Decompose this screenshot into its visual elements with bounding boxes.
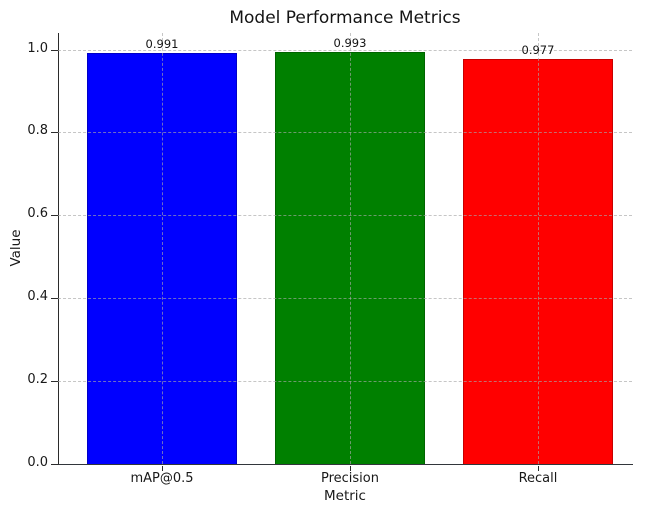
y-gridline	[58, 298, 632, 300]
bar-value-label: 0.977	[521, 43, 555, 58]
y-tick-label: 0.0	[27, 455, 48, 470]
x-tick-mark	[162, 466, 163, 471]
y-tick-mark	[51, 298, 58, 300]
y-tick-label: 1.0	[27, 40, 48, 56]
y-tick-label: 0.8	[27, 123, 48, 139]
chart-title: Model Performance Metrics	[229, 8, 461, 28]
bar-value-label: 0.993	[333, 36, 367, 51]
y-tick-mark	[51, 215, 58, 217]
x-tick-label: mAP@0.5	[130, 471, 194, 486]
x-tick-mark	[537, 466, 539, 471]
y-tick-mark	[51, 49, 58, 51]
x-tick-label: Precision	[320, 471, 379, 486]
y-gridline	[58, 49, 632, 51]
x-gridline	[537, 33, 539, 464]
x-axis-label: Metric	[324, 488, 366, 504]
x-tick-label: Recall	[518, 471, 558, 486]
y-gridline	[58, 132, 632, 134]
y-tick-mark	[51, 132, 58, 134]
y-tick-mark	[51, 464, 58, 465]
x-gridline	[349, 33, 351, 464]
plot-area	[58, 33, 633, 465]
x-tick-mark	[349, 466, 351, 471]
y-gridline	[58, 215, 632, 217]
y-tick-label: 0.2	[27, 372, 48, 388]
y-gridline	[58, 381, 632, 383]
x-gridline	[162, 33, 163, 464]
y-tick-label: 0.6	[27, 206, 48, 222]
y-tick-mark	[51, 381, 58, 383]
y-axis-label: Value	[8, 229, 24, 267]
y-tick-label: 0.4	[27, 289, 48, 305]
bar-value-label: 0.991	[145, 37, 179, 52]
